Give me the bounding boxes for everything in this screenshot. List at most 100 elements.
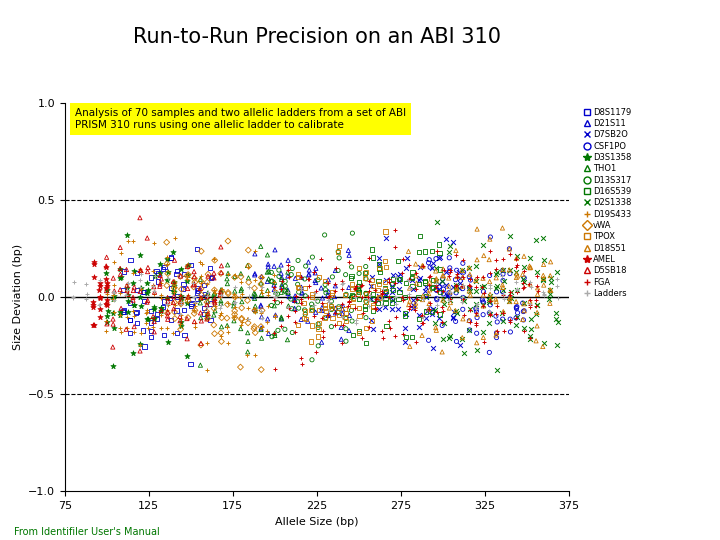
Point xyxy=(204,264,216,273)
Point xyxy=(354,287,365,295)
Point xyxy=(186,260,197,269)
Point xyxy=(228,313,240,321)
Point xyxy=(518,315,529,324)
Point xyxy=(336,309,348,318)
Point xyxy=(128,283,140,292)
Point xyxy=(424,263,436,272)
Point xyxy=(464,284,475,293)
Point xyxy=(329,292,341,301)
Point xyxy=(545,258,557,266)
Point xyxy=(299,299,310,307)
Point xyxy=(423,255,435,264)
Point xyxy=(427,305,438,313)
Point xyxy=(420,293,432,301)
Point xyxy=(256,282,268,291)
Point xyxy=(376,286,387,295)
Point xyxy=(359,305,371,313)
Point xyxy=(436,302,448,311)
Point xyxy=(456,281,468,290)
Point xyxy=(552,294,564,302)
Point xyxy=(327,314,338,322)
Point xyxy=(108,292,120,300)
X-axis label: Allele Size (bp): Allele Size (bp) xyxy=(275,517,359,526)
Point xyxy=(437,307,449,316)
Point xyxy=(484,348,495,357)
Point xyxy=(492,366,503,375)
Point xyxy=(168,279,180,287)
Point xyxy=(518,275,529,284)
Point xyxy=(414,273,426,282)
Point xyxy=(162,315,174,323)
Point xyxy=(320,303,331,312)
Point xyxy=(464,326,475,334)
Point xyxy=(450,275,462,284)
Point xyxy=(114,264,126,273)
Point xyxy=(503,245,515,253)
Point xyxy=(497,315,508,323)
Point xyxy=(202,291,213,300)
Point xyxy=(343,298,354,306)
Point xyxy=(124,299,135,307)
Point xyxy=(155,304,166,313)
Point xyxy=(102,286,113,294)
Point xyxy=(165,253,176,262)
Point xyxy=(477,301,489,310)
Point xyxy=(477,301,488,309)
Point xyxy=(176,291,187,300)
Point xyxy=(333,266,344,275)
Point xyxy=(255,322,266,331)
Point xyxy=(386,293,397,302)
Point xyxy=(176,298,187,306)
Point xyxy=(192,286,204,295)
Point xyxy=(471,305,482,314)
Point xyxy=(359,268,371,277)
Point xyxy=(353,288,364,296)
Point xyxy=(373,291,384,300)
Point xyxy=(182,291,194,299)
Point xyxy=(215,287,227,296)
Point xyxy=(108,258,120,266)
Point xyxy=(134,276,145,285)
Point xyxy=(192,294,203,303)
Point xyxy=(490,330,502,339)
Point xyxy=(369,286,381,295)
Point xyxy=(490,256,502,265)
Point xyxy=(229,271,240,280)
Point xyxy=(374,293,385,301)
Point xyxy=(438,289,449,298)
Point xyxy=(413,293,424,302)
Point xyxy=(202,287,214,296)
Point xyxy=(403,261,415,269)
Point xyxy=(158,265,169,274)
Point xyxy=(195,277,207,286)
Point xyxy=(135,282,146,291)
Point xyxy=(114,289,126,298)
Point xyxy=(406,273,418,282)
Point xyxy=(269,278,280,286)
Point xyxy=(182,270,194,279)
Point xyxy=(229,293,240,302)
Point xyxy=(222,338,234,347)
Point xyxy=(323,294,334,302)
Point xyxy=(451,285,462,293)
Point xyxy=(410,285,422,293)
Point xyxy=(121,291,132,300)
Point xyxy=(87,300,99,309)
Point xyxy=(505,288,516,296)
Point xyxy=(498,309,509,318)
Point xyxy=(444,298,456,307)
Point xyxy=(88,273,99,282)
Point xyxy=(430,267,441,275)
Point xyxy=(100,326,112,335)
Point xyxy=(171,328,183,337)
Point xyxy=(485,310,496,319)
Point xyxy=(323,279,334,288)
Point xyxy=(497,281,508,289)
Point xyxy=(443,274,454,282)
Point xyxy=(353,282,364,291)
Point xyxy=(148,317,160,326)
Point xyxy=(303,275,315,284)
Point xyxy=(222,299,233,307)
Point xyxy=(192,284,203,293)
Point xyxy=(115,304,127,313)
